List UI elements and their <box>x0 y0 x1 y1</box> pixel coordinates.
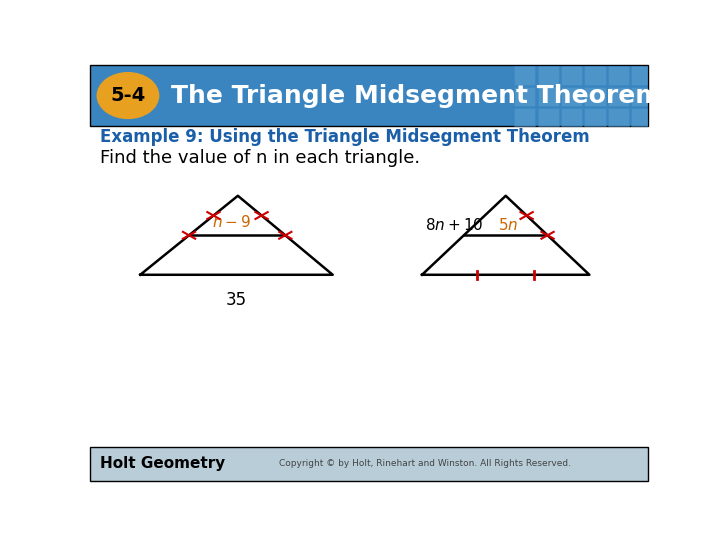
Text: $n-9$: $n-9$ <box>212 214 251 230</box>
Text: 5-4: 5-4 <box>110 86 145 105</box>
Text: $5n$: $5n$ <box>498 217 518 233</box>
FancyBboxPatch shape <box>631 108 652 126</box>
Text: Holt Geometry: Holt Geometry <box>100 456 225 471</box>
FancyBboxPatch shape <box>514 87 535 105</box>
FancyBboxPatch shape <box>90 447 648 481</box>
FancyBboxPatch shape <box>561 87 582 105</box>
FancyBboxPatch shape <box>631 66 652 85</box>
FancyBboxPatch shape <box>90 65 648 126</box>
FancyBboxPatch shape <box>514 66 535 85</box>
FancyBboxPatch shape <box>631 87 652 105</box>
FancyBboxPatch shape <box>538 108 559 126</box>
Text: Find the value of n in each triangle.: Find the value of n in each triangle. <box>100 148 420 166</box>
FancyBboxPatch shape <box>561 66 582 85</box>
Circle shape <box>97 73 158 118</box>
FancyBboxPatch shape <box>608 108 629 126</box>
FancyBboxPatch shape <box>538 66 559 85</box>
FancyBboxPatch shape <box>608 66 629 85</box>
FancyBboxPatch shape <box>585 108 606 126</box>
Text: Copyright © by Holt, Rinehart and Winston. All Rights Reserved.: Copyright © by Holt, Rinehart and Winsto… <box>279 459 571 468</box>
FancyBboxPatch shape <box>585 66 606 85</box>
FancyBboxPatch shape <box>561 108 582 126</box>
FancyBboxPatch shape <box>608 87 629 105</box>
FancyBboxPatch shape <box>538 87 559 105</box>
FancyBboxPatch shape <box>514 108 535 126</box>
Text: 35: 35 <box>226 291 247 308</box>
Text: $8n+10$: $8n+10$ <box>425 217 483 233</box>
FancyBboxPatch shape <box>585 87 606 105</box>
Text: Example 9: Using the Triangle Midsegment Theorem: Example 9: Using the Triangle Midsegment… <box>100 128 590 146</box>
Text: The Triangle Midsegment Theorem: The Triangle Midsegment Theorem <box>171 84 662 107</box>
